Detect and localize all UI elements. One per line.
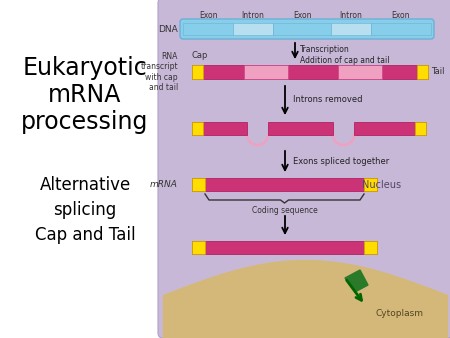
FancyBboxPatch shape	[158, 0, 450, 338]
Bar	[268, 122, 333, 135]
Text: Coding sequence: Coding sequence	[252, 206, 317, 215]
Bar	[192, 241, 205, 254]
Bar	[415, 122, 426, 135]
Bar	[244, 65, 288, 79]
Bar	[354, 122, 426, 135]
Text: Exon: Exon	[293, 11, 311, 20]
Bar	[183, 23, 233, 35]
Bar	[233, 23, 273, 35]
Text: Alternative
splicing
Cap and Tail: Alternative splicing Cap and Tail	[35, 176, 135, 244]
Text: Transcription
Addition of cap and tail: Transcription Addition of cap and tail	[300, 45, 390, 65]
Text: mRNA: mRNA	[150, 180, 178, 189]
Bar	[192, 65, 428, 79]
Text: Cytoplasm: Cytoplasm	[376, 309, 424, 317]
Polygon shape	[345, 270, 368, 292]
Text: Nucleus: Nucleus	[362, 180, 401, 190]
Bar	[192, 241, 377, 254]
Bar	[192, 178, 205, 191]
Bar	[331, 23, 371, 35]
Text: Intron: Intron	[242, 11, 265, 20]
Text: RNA
transcript
with cap
and tail: RNA transcript with cap and tail	[140, 52, 178, 92]
Text: Tail: Tail	[431, 68, 445, 76]
Bar	[417, 65, 428, 79]
Bar	[338, 65, 382, 79]
Bar	[273, 23, 331, 35]
Bar	[192, 65, 203, 79]
Text: Eukaryotic
mRNA
processing: Eukaryotic mRNA processing	[21, 56, 148, 134]
Text: DNA: DNA	[158, 24, 178, 33]
Text: Exon: Exon	[392, 11, 410, 20]
Text: Exon: Exon	[199, 11, 217, 20]
Bar	[192, 122, 203, 135]
FancyBboxPatch shape	[180, 19, 434, 39]
Bar	[192, 122, 247, 135]
Text: Cap: Cap	[192, 51, 208, 60]
Text: Intron: Intron	[340, 11, 362, 20]
Bar	[192, 178, 377, 191]
Bar	[364, 241, 377, 254]
Text: Introns removed: Introns removed	[293, 96, 363, 104]
Text: Exons spliced together: Exons spliced together	[293, 158, 389, 167]
Bar	[371, 23, 431, 35]
Bar	[364, 178, 377, 191]
